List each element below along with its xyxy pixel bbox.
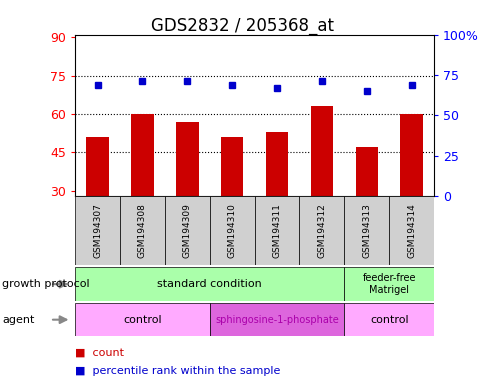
Text: agent: agent	[2, 314, 35, 325]
Bar	[344, 303, 433, 336]
Bar	[355, 147, 377, 196]
Bar	[265, 132, 287, 196]
Bar	[75, 267, 344, 301]
Text: standard condition: standard condition	[157, 279, 261, 289]
Text: GSM194310: GSM194310	[227, 203, 236, 258]
Text: GSM194313: GSM194313	[362, 203, 371, 258]
Bar	[131, 114, 153, 196]
Bar	[221, 137, 243, 196]
Text: feeder-free
Matrigel: feeder-free Matrigel	[362, 273, 415, 295]
Text: GSM194307: GSM194307	[93, 203, 102, 258]
Text: GSM194311: GSM194311	[272, 203, 281, 258]
Text: sphingosine-1-phosphate: sphingosine-1-phosphate	[215, 314, 338, 325]
Bar	[299, 196, 344, 265]
Text: GSM194312: GSM194312	[317, 203, 326, 258]
Text: GDS2832 / 205368_at: GDS2832 / 205368_at	[151, 17, 333, 35]
Text: GSM194308: GSM194308	[137, 203, 147, 258]
Text: GSM194309: GSM194309	[182, 203, 192, 258]
Text: ■  count: ■ count	[75, 348, 124, 358]
Bar	[86, 137, 108, 196]
Bar	[209, 196, 254, 265]
Bar	[209, 303, 344, 336]
Text: growth protocol: growth protocol	[2, 279, 90, 289]
Bar	[344, 267, 433, 301]
Bar	[344, 196, 388, 265]
Bar	[388, 196, 433, 265]
Bar	[165, 196, 209, 265]
Bar	[120, 196, 165, 265]
Bar	[254, 196, 299, 265]
Bar	[75, 303, 209, 336]
Bar	[310, 106, 333, 196]
Text: control: control	[369, 314, 408, 325]
Text: GSM194314: GSM194314	[406, 203, 415, 258]
Text: ■  percentile rank within the sample: ■ percentile rank within the sample	[75, 366, 280, 376]
Bar	[75, 196, 120, 265]
Bar	[176, 122, 198, 196]
Bar	[400, 114, 422, 196]
Text: control: control	[123, 314, 162, 325]
